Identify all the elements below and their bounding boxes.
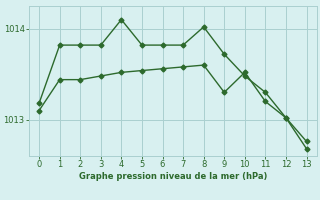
X-axis label: Graphe pression niveau de la mer (hPa): Graphe pression niveau de la mer (hPa): [79, 172, 267, 181]
